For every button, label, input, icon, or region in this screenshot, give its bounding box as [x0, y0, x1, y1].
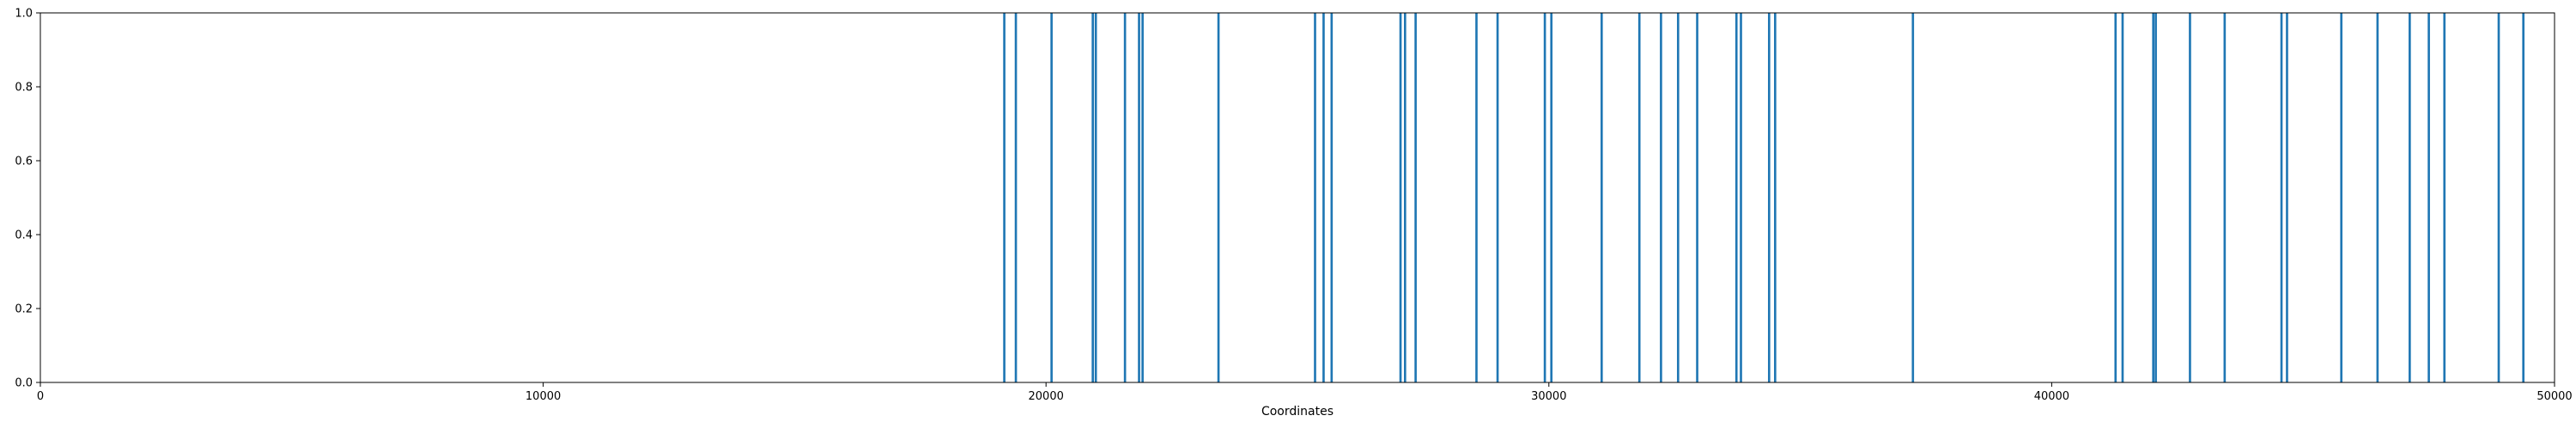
x-tick-label: 30000 — [1531, 390, 1566, 403]
bar — [2223, 13, 2227, 382]
bar — [1094, 13, 1097, 382]
bar — [1217, 13, 1220, 382]
y-axis: 0.0 0.2 0.4 0.6 0.8 1.0 — [15, 8, 40, 390]
y-tick-label: 1.0 — [15, 8, 33, 21]
bar — [1314, 13, 1316, 382]
bar — [2497, 13, 2500, 382]
bar — [1637, 13, 1641, 382]
bar — [2154, 13, 2157, 382]
bar — [1404, 13, 1406, 382]
bar — [1696, 13, 1698, 382]
bar — [1141, 13, 1144, 382]
bar — [2340, 13, 2343, 382]
bar — [1496, 13, 1499, 382]
bar — [1740, 13, 1742, 382]
x-tick-label: 0 — [37, 390, 44, 403]
bar — [1050, 13, 1053, 382]
bar — [1676, 13, 1680, 382]
y-tick-label: 0.4 — [15, 229, 33, 242]
plot-frame — [39, 12, 2555, 383]
bar — [2280, 13, 2283, 382]
bar — [2189, 13, 2191, 382]
bar — [2427, 13, 2430, 382]
bar — [2121, 13, 2124, 382]
bar — [1543, 13, 1546, 382]
bar — [1014, 13, 1018, 382]
y-tick-label: 0.2 — [15, 303, 33, 316]
bar — [1123, 13, 1127, 382]
x-tick-label: 20000 — [1029, 390, 1064, 403]
bar — [1600, 13, 1603, 382]
bar — [2152, 13, 2155, 382]
bar — [1660, 13, 1662, 382]
bar — [1767, 13, 1771, 382]
x-axis-label: Coordinates — [1261, 405, 1334, 419]
bar — [1399, 13, 1402, 382]
x-tick-label: 10000 — [526, 390, 561, 403]
bar — [2376, 13, 2379, 382]
bar — [1138, 13, 1140, 382]
bar — [1322, 13, 1325, 382]
x-axis: 0 10000 20000 30000 40000 50000 — [37, 382, 2573, 403]
y-tick-label: 0.8 — [15, 82, 33, 95]
y-tick-label: 0.0 — [15, 377, 33, 390]
bar — [1735, 13, 1738, 382]
x-tick-label: 50000 — [2537, 390, 2572, 403]
x-tick-label: 40000 — [2034, 390, 2069, 403]
bars-group — [1003, 13, 2525, 382]
bar — [1414, 13, 1417, 382]
bar — [1330, 13, 1334, 382]
bar — [2114, 13, 2117, 382]
bar — [2409, 13, 2411, 382]
bar — [2286, 13, 2288, 382]
bar — [1003, 13, 1005, 382]
bar — [1911, 13, 1915, 382]
bar — [2522, 13, 2525, 382]
bar — [1550, 13, 1553, 382]
bar — [1475, 13, 1478, 382]
bar — [2443, 13, 2446, 382]
y-tick-label: 0.6 — [15, 156, 33, 168]
bar — [1774, 13, 1777, 382]
bar — [1091, 13, 1094, 382]
